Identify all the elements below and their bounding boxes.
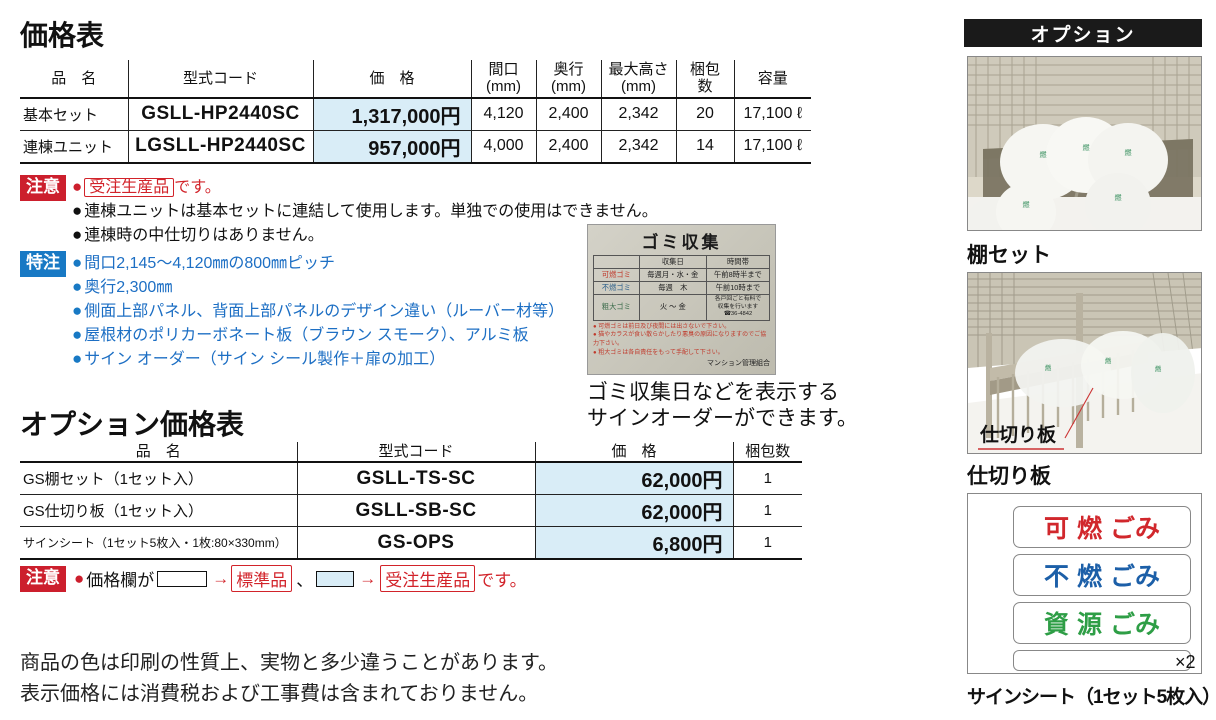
svg-text:燃: 燃 <box>1115 193 1122 202</box>
svg-text:燃: 燃 <box>1040 150 1047 159</box>
svg-text:燃: 燃 <box>1023 200 1030 209</box>
svg-text:燃: 燃 <box>1083 143 1090 152</box>
svg-text:燃: 燃 <box>1105 356 1112 365</box>
svg-text:燃: 燃 <box>1045 363 1052 372</box>
svg-text:仕切り板: 仕切り板 <box>979 423 1057 446</box>
svg-text:燃: 燃 <box>1155 364 1162 373</box>
svg-text:燃: 燃 <box>1125 148 1132 157</box>
